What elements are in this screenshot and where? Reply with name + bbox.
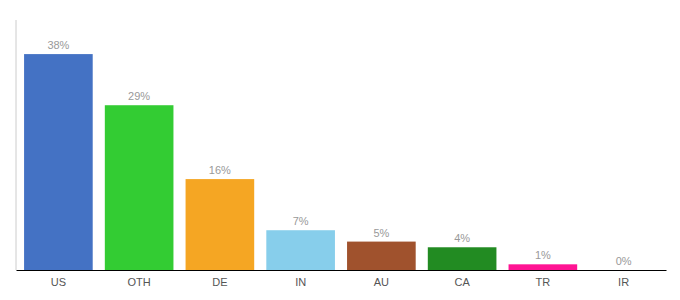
x-tick: IN <box>295 276 306 288</box>
x-tick: AU <box>374 276 389 288</box>
x-axis-line <box>17 270 667 271</box>
x-tick: DE <box>212 276 227 288</box>
plot: US OTH DE IN AU CA TR IR 38% 29% 16% 7% 5% 4% 1% 0% <box>16 20 667 288</box>
x-tick: IR <box>618 276 629 288</box>
data-label: 0% <box>616 255 632 267</box>
data-label: 7% <box>293 215 309 227</box>
x-tick-label: DE <box>212 276 227 288</box>
data-labels: 38% 29% 16% 7% 5% 4% 1% 0% <box>47 39 631 267</box>
x-tick-label: IN <box>295 276 306 288</box>
x-tick-label: TR <box>536 276 551 288</box>
y-axis <box>16 20 17 270</box>
data-label: 38% <box>47 39 69 51</box>
bar <box>428 247 497 270</box>
x-tick: CA <box>454 276 470 288</box>
y-axis-line <box>16 20 17 270</box>
x-tick-label: OTH <box>128 276 151 288</box>
bars <box>24 54 577 270</box>
bar <box>509 264 578 270</box>
data-label: 1% <box>535 249 551 261</box>
chart: US OTH DE IN AU CA TR IR 38% 29% 16% 7% 5% 4% 1% 0% <box>0 0 680 300</box>
bar <box>589 270 658 271</box>
x-axis: US OTH DE IN AU CA TR IR <box>17 271 667 288</box>
bar <box>347 242 416 270</box>
bar <box>186 179 255 270</box>
x-tick-label: CA <box>454 276 470 288</box>
data-label: 4% <box>454 232 470 244</box>
bar <box>266 230 335 270</box>
x-tick-label: AU <box>374 276 389 288</box>
data-label: 16% <box>209 164 231 176</box>
x-tick: TR <box>536 276 551 288</box>
x-tick-label: US <box>51 276 66 288</box>
bar <box>105 105 174 270</box>
x-tick: OTH <box>128 276 151 288</box>
data-label: 5% <box>373 227 389 239</box>
x-tick: US <box>51 276 66 288</box>
data-label: 29% <box>128 90 150 102</box>
x-tick-label: IR <box>618 276 629 288</box>
bar <box>24 54 93 270</box>
